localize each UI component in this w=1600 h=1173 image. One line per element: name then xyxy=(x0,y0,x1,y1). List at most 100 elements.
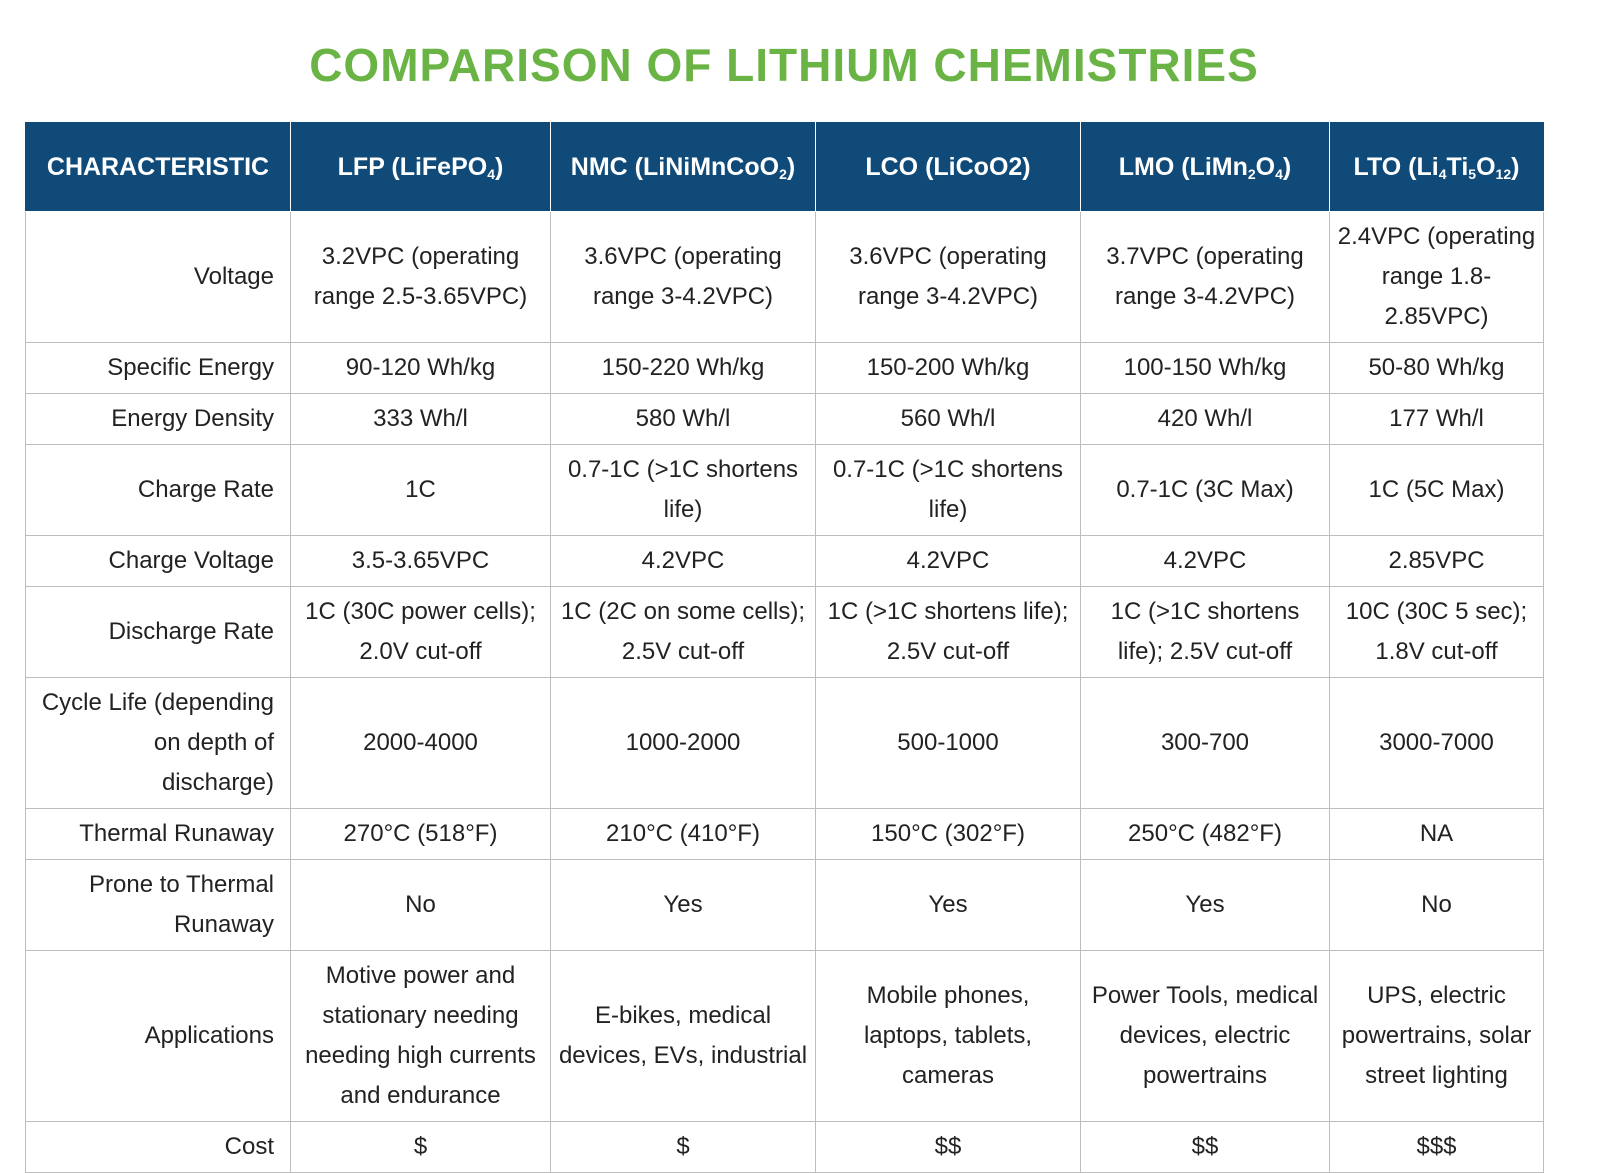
row-label: Voltage xyxy=(25,211,291,343)
header-text: LTO (Li xyxy=(1353,153,1439,181)
table-cell: 3.6VPC (operating range 3-4.2VPC) xyxy=(550,211,816,343)
table-cell: 3.7VPC (operating range 3-4.2VPC) xyxy=(1080,211,1330,343)
header-subscript: 4 xyxy=(1438,166,1447,182)
table-cell: NA xyxy=(1329,808,1544,860)
comparison-table: CHARACTERISTIC LFP (LiFePO4) NMC (LiNiMnCo… xyxy=(25,122,1544,1173)
table-cell: 270°C (518°F) xyxy=(290,808,551,860)
header-text: LFP (LiFePO xyxy=(337,153,488,181)
table-cell: 210°C (410°F) xyxy=(550,808,816,860)
row-label: Cost xyxy=(25,1121,291,1173)
table-cell: 1C (5C Max) xyxy=(1329,444,1544,536)
table-cell: 4.2VPC xyxy=(815,535,1081,587)
table-cell: 100-150 Wh/kg xyxy=(1080,342,1330,394)
table-row: Discharge Rate 1C (30C power cells); 2.0V… xyxy=(25,586,1544,678)
column-header-characteristic: CHARACTERISTIC xyxy=(25,122,291,212)
header-text: NMC (LiNiMnCoO xyxy=(570,153,780,181)
header-text: LMO (LiMn xyxy=(1118,153,1248,181)
header-text-part: ) xyxy=(1282,153,1292,181)
table-cell: 4.2VPC xyxy=(1080,535,1330,587)
table-cell: $$$ xyxy=(1329,1121,1544,1173)
table-row: Energy Density 333 Wh/l 580 Wh/l 560 Wh/l 42… xyxy=(25,393,1544,445)
table-row: Thermal Runaway 270°C (518°F) 210°C (410°F… xyxy=(25,808,1544,860)
header-subscript: 4 xyxy=(487,166,496,182)
table-cell: 1C xyxy=(290,444,551,536)
table-cell: Mobile phones, laptops, tablets, cameras xyxy=(815,950,1081,1122)
table-cell: 4.2VPC xyxy=(550,535,816,587)
table-cell: 560 Wh/l xyxy=(815,393,1081,445)
row-label: Charge Voltage xyxy=(25,535,291,587)
table-row: Voltage 3.2VPC (operating range 2.5-3.65V… xyxy=(25,211,1544,343)
table-header-row: CHARACTERISTIC LFP (LiFePO4) NMC (LiNiMnCo… xyxy=(25,122,1544,212)
table-cell: 420 Wh/l xyxy=(1080,393,1330,445)
header-text-part: ) xyxy=(1511,153,1520,181)
table-cell: Power Tools, medical devices, electric p… xyxy=(1080,950,1330,1122)
table-cell: Yes xyxy=(1080,859,1330,951)
row-label: Energy Density xyxy=(25,393,291,445)
table-cell: 3000-7000 xyxy=(1329,677,1544,809)
row-label: Applications xyxy=(25,950,291,1122)
header-subscript: 12 xyxy=(1495,166,1512,182)
row-label: Charge Rate xyxy=(25,444,291,536)
column-header-nmc: NMC (LiNiMnCoO2) xyxy=(550,122,816,212)
table-cell: $$ xyxy=(1080,1121,1330,1173)
table-cell: No xyxy=(290,859,551,951)
column-header-lto: LTO (Li4Ti5O12) xyxy=(1329,122,1544,212)
header-text-part: ) xyxy=(786,153,796,181)
table-cell: $ xyxy=(290,1121,551,1173)
table-cell: 333 Wh/l xyxy=(290,393,551,445)
table-row: Specific Energy 90-120 Wh/kg 150-220 Wh/kg… xyxy=(25,342,1544,394)
table-cell: Motive power and stationary needing need… xyxy=(290,950,551,1122)
table-cell: 2000-4000 xyxy=(290,677,551,809)
table-cell: 0.7-1C (>1C shortens life) xyxy=(550,444,816,536)
table-cell: $$ xyxy=(815,1121,1081,1173)
table-cell: 0.7-1C (3C Max) xyxy=(1080,444,1330,536)
table-cell: 150°C (302°F) xyxy=(815,808,1081,860)
table-row: Cycle Life (depending on depth of discha… xyxy=(25,677,1544,809)
table-row: Charge Rate 1C 0.7-1C (>1C shortens life) 0… xyxy=(25,444,1544,536)
table-cell: 2.85VPC xyxy=(1329,535,1544,587)
table-cell: 3.5-3.65VPC xyxy=(290,535,551,587)
table-cell: 177 Wh/l xyxy=(1329,393,1544,445)
table-cell: No xyxy=(1329,859,1544,951)
table-cell: 1000-2000 xyxy=(550,677,816,809)
table-cell: 580 Wh/l xyxy=(550,393,816,445)
table-cell: 3.2VPC (operating range 2.5-3.65VPC) xyxy=(290,211,551,343)
table-cell: E-bikes, medical devices, EVs, industria… xyxy=(550,950,816,1122)
row-label: Prone to Thermal Runaway xyxy=(25,859,291,951)
table-cell: 0.7-1C (>1C shortens life) xyxy=(815,444,1081,536)
table-row: Cost $ $ $$ $$ $$$ xyxy=(25,1121,1544,1173)
row-label: Discharge Rate xyxy=(25,586,291,678)
table-cell: Yes xyxy=(550,859,816,951)
column-header-lco: LCO (LiCoO2) xyxy=(815,122,1081,212)
header-text-part: O xyxy=(1476,153,1496,181)
table-cell: 50-80 Wh/kg xyxy=(1329,342,1544,394)
table-cell: 1C (30C power cells); 2.0V cut-off xyxy=(290,586,551,678)
table-cell: 2.4VPC (operating range 1.8-2.85VPC) xyxy=(1329,211,1544,343)
header-subscript: 2 xyxy=(779,166,787,182)
header-subscript: 5 xyxy=(1468,166,1477,182)
table-body: Voltage 3.2VPC (operating range 2.5-3.65V… xyxy=(25,211,1544,1173)
table-cell: 1C (>1C shortens life); 2.5V cut-off xyxy=(1080,586,1330,678)
row-label: Thermal Runaway xyxy=(25,808,291,860)
table-cell: 90-120 Wh/kg xyxy=(290,342,551,394)
row-label: Cycle Life (depending on depth of discha… xyxy=(25,677,291,809)
column-header-lfp: LFP (LiFePO4) xyxy=(290,122,551,212)
table-cell: 3.6VPC (operating range 3-4.2VPC) xyxy=(815,211,1081,343)
column-header-lmo: LMO (LiMn2O4) xyxy=(1080,122,1330,212)
table-cell: 10C (30C 5 sec); 1.8V cut-off xyxy=(1329,586,1544,678)
page-title: COMPARISON OF LITHIUM CHEMISTRIES xyxy=(309,39,1259,91)
table-cell: 1C (2C on some cells); 2.5V cut-off xyxy=(550,586,816,678)
header-subscript: 4 xyxy=(1275,166,1283,182)
table-row: Charge Voltage 3.5-3.65VPC 4.2VPC 4.2VPC 4.2… xyxy=(25,535,1544,587)
table-row: Applications Motive power and stationary … xyxy=(25,950,1544,1122)
table-cell: 1C (>1C shortens life); 2.5V cut-off xyxy=(815,586,1081,678)
header-text: LCO (LiCoO2) xyxy=(865,153,1031,181)
header-text: CHARACTERISTIC xyxy=(46,153,270,181)
table-cell: UPS, electric powertrains, solar street … xyxy=(1329,950,1544,1122)
table-cell: $ xyxy=(550,1121,816,1173)
header-text-part: Ti xyxy=(1446,153,1469,181)
header-subscript: 2 xyxy=(1247,166,1256,182)
table-cell: 150-220 Wh/kg xyxy=(550,342,816,394)
header-text-part: ) xyxy=(495,153,504,181)
table-row: Prone to Thermal Runaway No Yes Yes Yes No xyxy=(25,859,1544,951)
